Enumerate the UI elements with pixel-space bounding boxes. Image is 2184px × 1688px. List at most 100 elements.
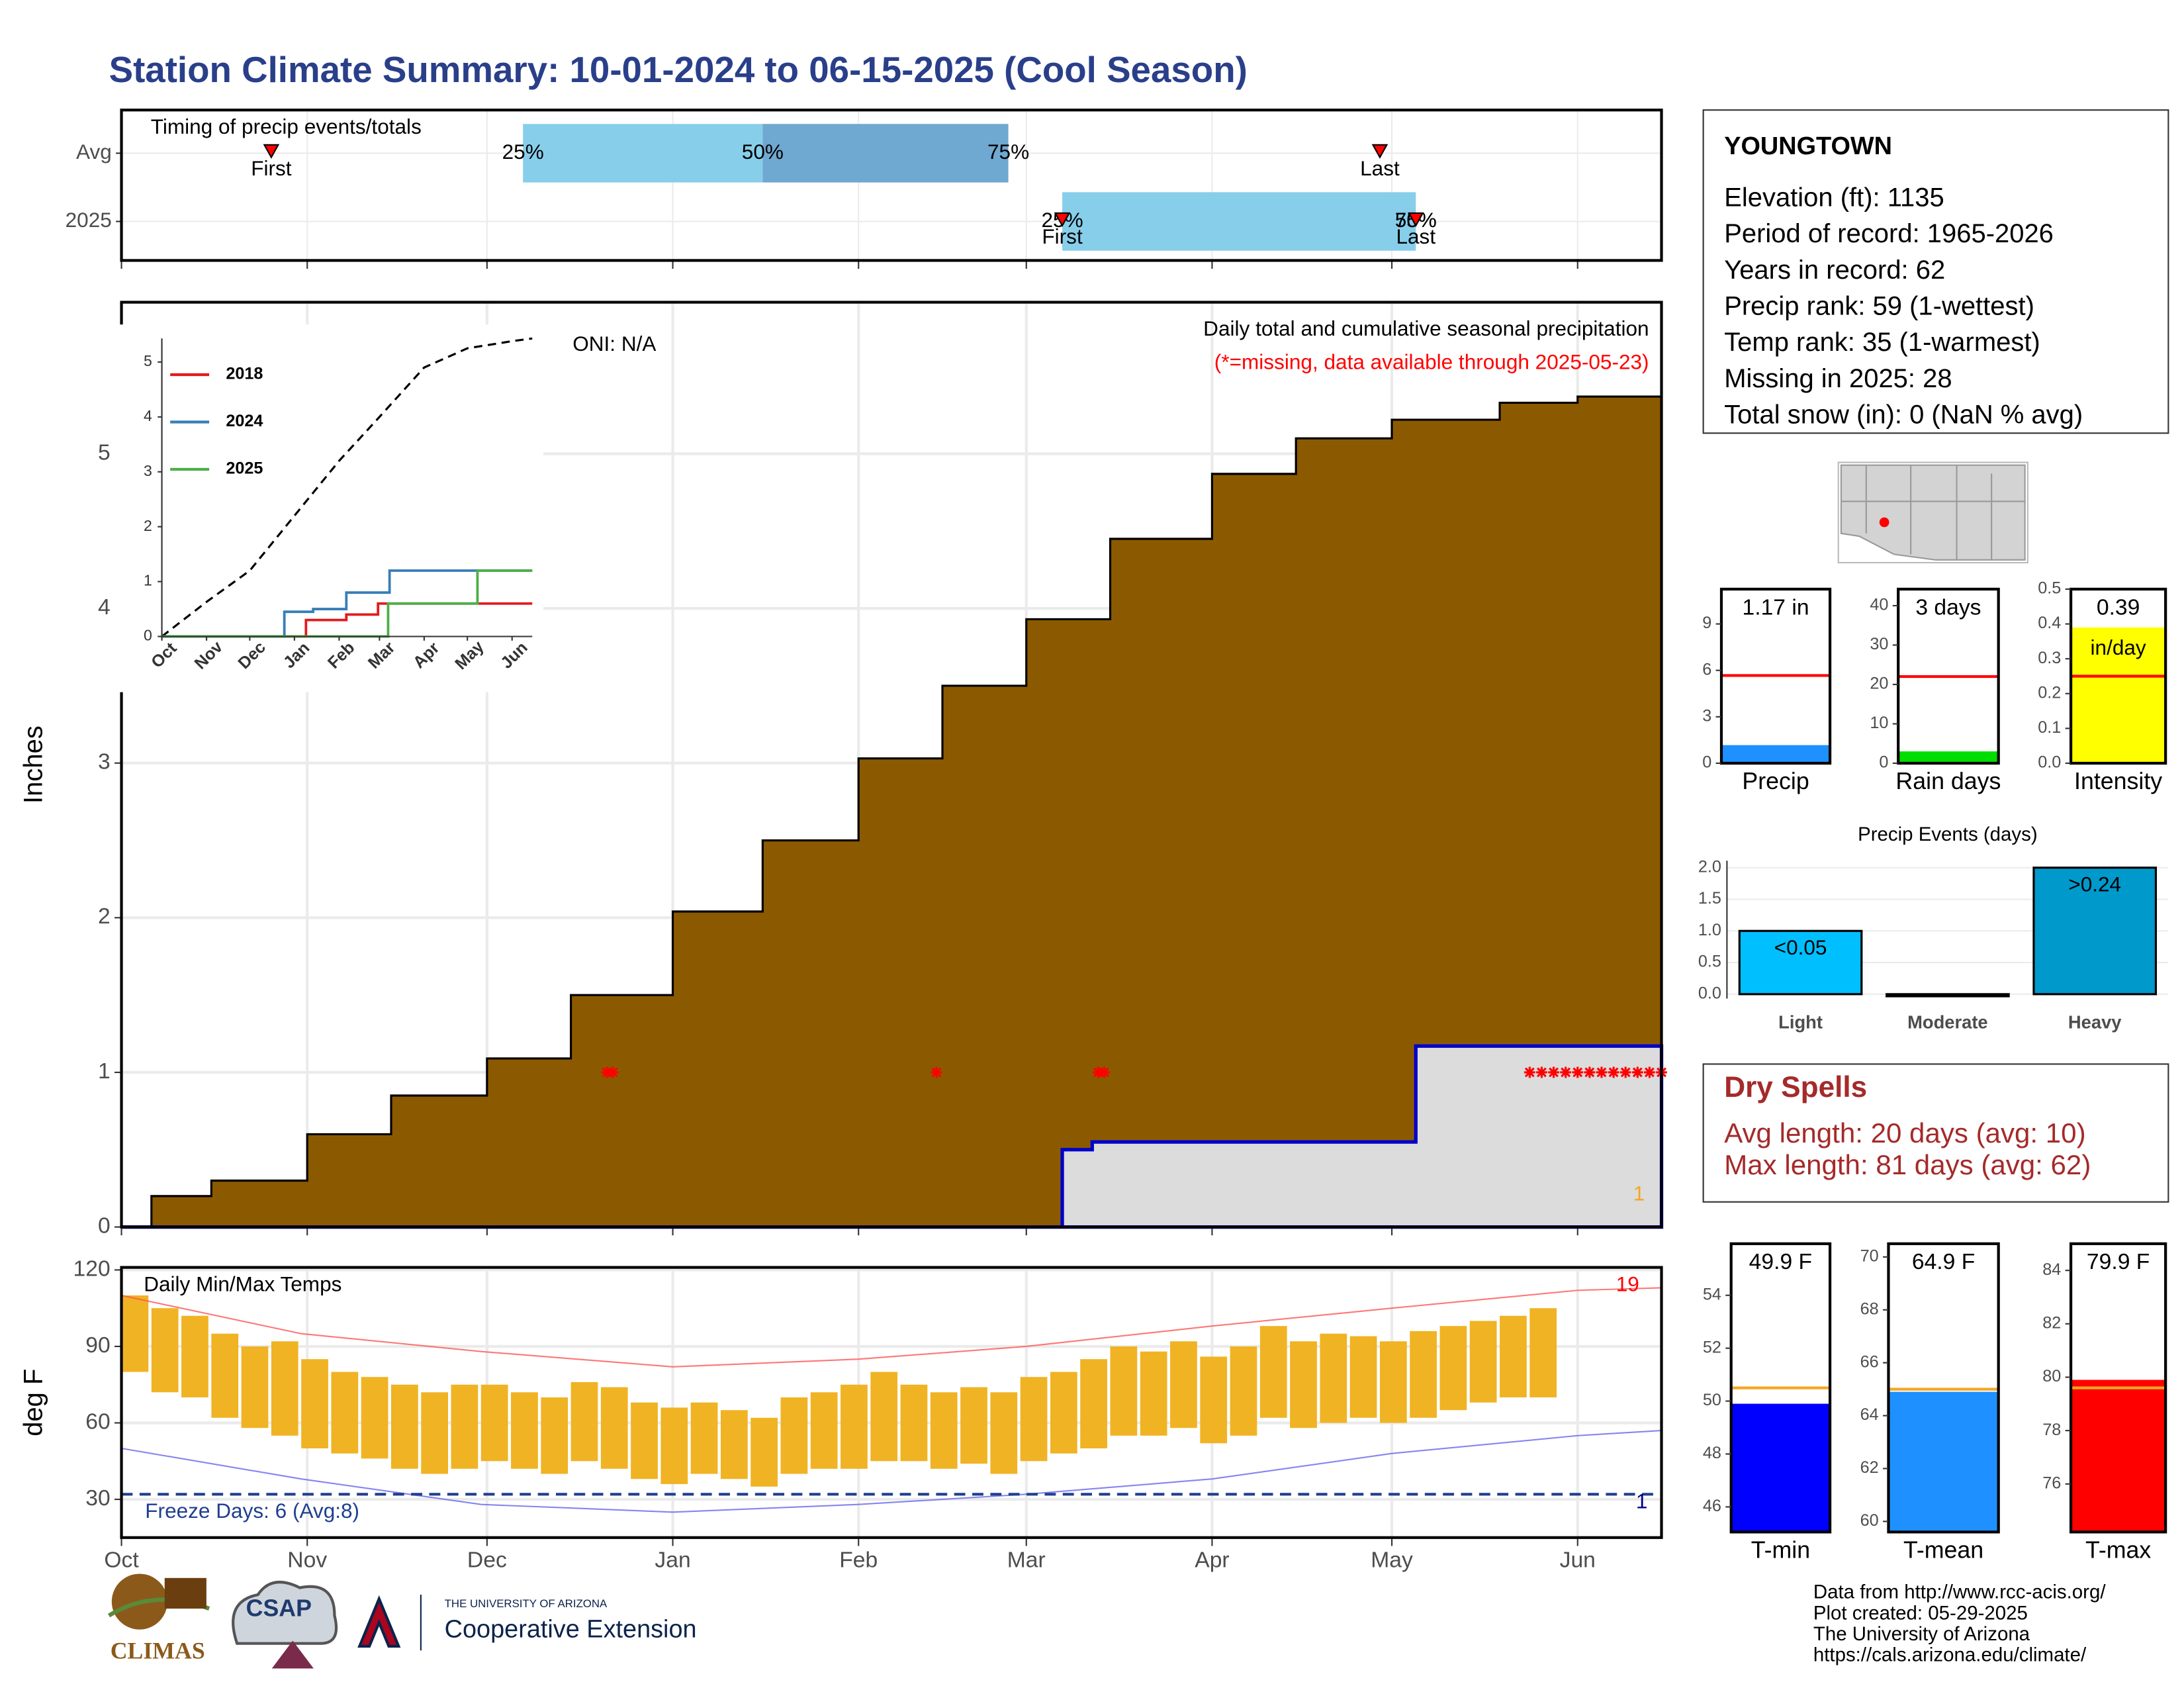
panel-title: Timing of precip events/totals [151, 115, 422, 138]
station-info: Precip rank: 59 (1-wettest) [1724, 292, 2034, 321]
y-tick-label: 120 [73, 1256, 111, 1281]
value-label: 64.9 F [1912, 1250, 1975, 1274]
temp-bar [121, 1295, 149, 1372]
category-label: Precip [1742, 768, 1809, 794]
category-label: Rain days [1895, 768, 2001, 794]
bar [1898, 751, 1999, 763]
y-tick-label: 5 [98, 440, 111, 465]
missing-marker [1560, 1066, 1572, 1078]
temp-bar [241, 1346, 269, 1429]
category-label: T-mean [1903, 1536, 1983, 1563]
y-tick-label: 0.1 [2038, 718, 2061, 737]
legend-label: 2018 [226, 365, 263, 383]
y-tick-label: 3 [1702, 707, 1711, 726]
legend-label: 2025 [226, 459, 263, 478]
dry-spells-info: Max length: 81 days (avg: 62) [1724, 1149, 2091, 1180]
bar [1738, 929, 1863, 996]
missing-marker [1619, 1066, 1631, 1078]
temp-bar [1110, 1346, 1138, 1436]
dry-spells-info: Avg length: 20 days (avg: 10) [1724, 1117, 2085, 1149]
y-tick-label: 3 [144, 462, 152, 479]
y-tick-label: 40 [1870, 596, 1888, 614]
y-tick-label: 68 [1860, 1299, 1879, 1318]
quantile-label: 50% [742, 140, 784, 164]
y-tick-label: 0.2 [2038, 683, 2061, 702]
y-tick-label: 0 [1879, 753, 1888, 772]
series-line [161, 569, 533, 638]
series-line [161, 602, 533, 638]
temp-bar [211, 1333, 239, 1418]
value-label: 0.39 [2097, 595, 2140, 620]
y-tick-label: 48 [1703, 1444, 1721, 1462]
x-tick-label: Light [1778, 1012, 1823, 1033]
panel-title: Precip Events (days) [1858, 823, 2038, 845]
bar [2032, 867, 2158, 996]
count-label: 19 [1616, 1272, 1639, 1295]
event-label: First [251, 156, 292, 180]
category-label: T-max [2085, 1536, 2151, 1563]
record-line [121, 1429, 1662, 1513]
y-tick-label: 10 [1870, 714, 1888, 732]
quantile-label: 25% [502, 140, 544, 164]
x-tick-label: Nov [287, 1548, 327, 1572]
temp-bar [1500, 1315, 1527, 1397]
event-marker [1371, 144, 1388, 159]
y-tick-label: 0.5 [1698, 953, 1721, 971]
panel-title: Daily Min/Max Temps [144, 1272, 341, 1295]
missing-marker [931, 1066, 942, 1078]
y-tick-label: 66 [1860, 1352, 1879, 1371]
station-info: Total snow (in): 0 (NaN % avg) [1724, 400, 2083, 430]
footer-text: The University of Arizona [1813, 1623, 2030, 1645]
temp-bar [1050, 1372, 1077, 1454]
temp-bar [900, 1384, 928, 1462]
bar-label: <0.05 [1774, 935, 1827, 959]
temp-bar [1140, 1351, 1167, 1436]
temp-bar [390, 1384, 418, 1469]
temp-bar [451, 1384, 478, 1469]
missing-marker [1536, 1066, 1547, 1078]
inset-bg [114, 324, 544, 692]
missing-marker [1572, 1066, 1584, 1078]
quantile-bar [523, 124, 763, 183]
unit-label: in/day [2091, 635, 2146, 659]
y-tick-label: 0.3 [2038, 649, 2061, 667]
missing-marker [1596, 1066, 1608, 1078]
logo-text: THE UNIVERSITY OF ARIZONA [445, 1597, 608, 1610]
y-tick-label: 90 [85, 1333, 110, 1358]
quantile-label: 75% [987, 140, 1029, 164]
temp-bar [1469, 1321, 1497, 1403]
y-tick-label: 4 [144, 407, 152, 424]
missing-marker [1099, 1066, 1110, 1078]
y-tick-label: 0 [98, 1213, 111, 1238]
temp-bar [631, 1402, 658, 1479]
dry-spells-title: Dry Spells [1724, 1071, 1867, 1103]
temp-bar [780, 1397, 808, 1474]
temp-bar [331, 1372, 359, 1454]
annotation: ONI: N/A [572, 332, 656, 355]
y-tick-label: 9 [1702, 614, 1711, 632]
event-marker [263, 144, 280, 159]
temp-bar [870, 1372, 898, 1462]
bar [1731, 1403, 1831, 1532]
event-marker [1054, 212, 1071, 228]
temp-bar [151, 1308, 179, 1393]
panel-frame [2069, 1242, 2167, 1534]
event-label: Last [1396, 224, 1435, 248]
temp-bar [1439, 1326, 1467, 1411]
panel-frame [2069, 587, 2167, 765]
y-tick-label: 0 [1702, 753, 1711, 772]
temp-bar [1020, 1377, 1048, 1462]
y-tick-label: 50 [1703, 1391, 1721, 1409]
y-tick-label: 84 [2042, 1260, 2061, 1279]
temp-bar [421, 1392, 449, 1474]
y-tick-label: 76 [2042, 1474, 2061, 1492]
temp-bar [690, 1402, 718, 1474]
x-tick-label: Oct [104, 1548, 139, 1572]
temp-bar [1200, 1356, 1228, 1444]
category-label: Intensity [2074, 768, 2162, 794]
station-info: Period of record: 1965-2026 [1724, 219, 2054, 248]
category-label: T-min [1751, 1536, 1810, 1563]
legend-label: 2024 [226, 412, 263, 430]
y-tick-label: 30 [1870, 635, 1888, 653]
logo-text: CSAP [246, 1595, 312, 1622]
